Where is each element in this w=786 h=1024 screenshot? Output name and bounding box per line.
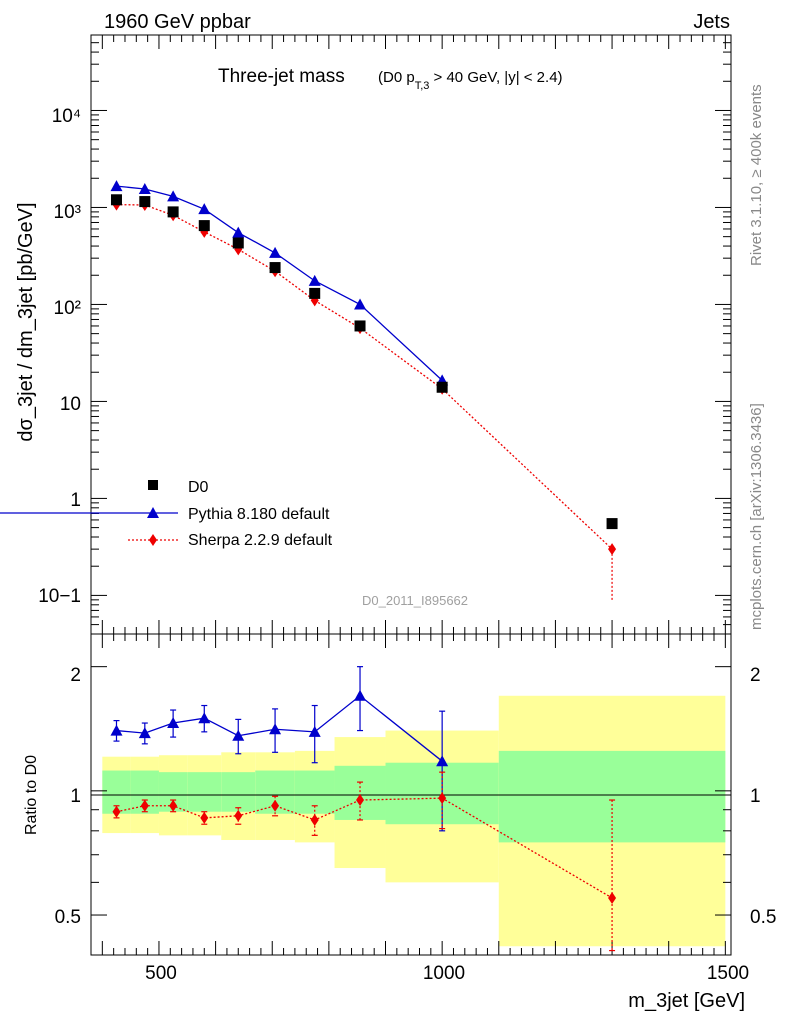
- pythia-ratio-point: [269, 723, 282, 735]
- legend-data-marker: [148, 480, 158, 490]
- sherpa-ratio-point: [438, 792, 447, 805]
- main-panel: Three-jet mass (D0 pT,3 > 40 GeV, |y| < …: [0, 34, 732, 635]
- ratio-stat-band: [187, 772, 222, 812]
- legend-sherpa-marker: [149, 534, 157, 546]
- xtick-label-500: 500: [145, 963, 177, 984]
- pythia-ratio-point: [308, 725, 321, 737]
- pythia-ratio-point: [232, 729, 245, 741]
- sherpa-ratio-point: [608, 891, 617, 904]
- ratio-ticks: [91, 634, 731, 956]
- sherpa-ratio-point: [234, 809, 243, 822]
- d0-point: [606, 518, 618, 530]
- ytick-label-1000: 10³: [54, 202, 81, 223]
- legend-data-label: D0: [188, 479, 209, 496]
- pythia-ratio-point: [354, 689, 367, 701]
- pythia-point: [138, 182, 151, 194]
- pythia-ratio-point: [167, 717, 180, 729]
- ratio-stat-band: [498, 750, 726, 843]
- d0-point: [167, 206, 179, 218]
- ratio-ytick-2-right: 2: [750, 665, 761, 686]
- x-axis-label: m_3jet [GeV]: [628, 990, 745, 1012]
- legend-sherpa-label: Sherpa 2.2.9 default: [188, 532, 333, 549]
- pythia-point: [198, 203, 211, 215]
- ratio-ylabel: Ratio to D0: [23, 755, 40, 835]
- sherpa-ratio-point: [356, 794, 365, 807]
- ytick-label-100: 10²: [54, 298, 81, 319]
- ratio-ytick-0.5-right: 0.5: [750, 907, 776, 928]
- subtitle-prefix: (D0 p: [378, 69, 415, 86]
- legend-pythia-marker: [147, 507, 159, 518]
- ratio-ytick-1-right: 1: [750, 786, 761, 807]
- ytick-label-10: 10: [60, 394, 81, 415]
- sherpa-ratio-point: [200, 811, 209, 824]
- xtick-label-1000: 1000: [423, 963, 465, 984]
- pythia-ratio-point: [138, 727, 151, 739]
- ratio-panel: Ratio to D0 0.5 1 2 0.5 1 2: [23, 633, 776, 956]
- pythia-ratio-point: [110, 724, 123, 736]
- sherpa-ratio-point: [140, 799, 149, 812]
- main-frame: [90, 34, 732, 635]
- pythia-point: [354, 298, 367, 310]
- d0-point: [354, 320, 366, 332]
- svg-text:(D0 pT,3 > 40 GeV, |y| < 2.4): (D0 pT,3 > 40 GeV, |y| < 2.4): [378, 69, 563, 92]
- sherpa-ratio-point: [112, 805, 121, 818]
- ratio-stat-band: [221, 772, 256, 812]
- d0-point: [436, 381, 448, 393]
- ratio-ytick-2-left: 2: [70, 665, 81, 686]
- ratio-ytick-0.5-left: 0.5: [55, 907, 81, 928]
- ratio-ytick-1-left: 1: [70, 786, 81, 807]
- d0-point: [232, 237, 244, 249]
- subtitle-suffix: > 40 GeV, |y| < 2.4): [429, 69, 562, 86]
- ratio-series: [110, 666, 617, 952]
- d0-point: [139, 196, 151, 208]
- main-ticks: [91, 34, 731, 635]
- xtick-label-1500: 1500: [707, 963, 749, 984]
- ratio-bands: [102, 695, 726, 947]
- pythia-point: [308, 274, 321, 286]
- subtitle-sub: T,3: [415, 80, 430, 92]
- d0-point: [198, 220, 210, 232]
- mcplots-label: mcplots.cern.ch [arXiv:1306.3436]: [748, 403, 765, 630]
- pythia-ratio-point: [436, 755, 449, 767]
- pythia-point: [167, 190, 180, 202]
- pythia-line: [116, 185, 443, 381]
- main-title: Three-jet mass (D0 pT,3 > 40 GeV, |y| < …: [218, 66, 563, 92]
- ratio-frame: [90, 633, 732, 956]
- watermark: D0_2011_I895662: [362, 593, 468, 608]
- ytick-label-1: 1: [70, 490, 81, 511]
- x-axis: 500 1000 1500 m_3jet [GeV]: [145, 963, 749, 1012]
- main-ytick-labels: 10−1 1 10 10² 10³ 10⁴: [38, 106, 81, 607]
- pythia-point: [110, 180, 123, 192]
- d0-point: [309, 287, 321, 299]
- pythia-point: [269, 246, 282, 258]
- sherpa-ratio-point: [310, 813, 319, 826]
- d0-point: [269, 262, 281, 274]
- main-title-text: Three-jet mass: [218, 66, 345, 87]
- header-energy: 1960 GeV ppbar: [104, 11, 251, 33]
- legend: D0 Pythia 8.180 default Sherpa 2.2.9 def…: [0, 479, 333, 549]
- legend-pythia-label: Pythia 8.180 default: [188, 506, 330, 523]
- ytick-label-10000: 10⁴: [52, 106, 81, 127]
- d0-point: [110, 194, 122, 206]
- sherpa-ratio-point: [169, 799, 178, 812]
- main-series: [110, 180, 618, 600]
- rivet-label: Rivet 3.1.10, ≥ 400k events: [748, 84, 765, 266]
- sherpa-point: [608, 543, 617, 556]
- sherpa-ratio-point: [271, 799, 280, 812]
- header-category: Jets: [693, 11, 730, 33]
- sherpa-line: [116, 203, 613, 550]
- pythia-point: [232, 226, 245, 238]
- ytick-label-0.1: 10−1: [38, 586, 81, 607]
- pythia-ratio-point: [198, 712, 211, 724]
- main-ylabel: dσ_3jet / dm_3jet [pb/GeV]: [15, 202, 37, 441]
